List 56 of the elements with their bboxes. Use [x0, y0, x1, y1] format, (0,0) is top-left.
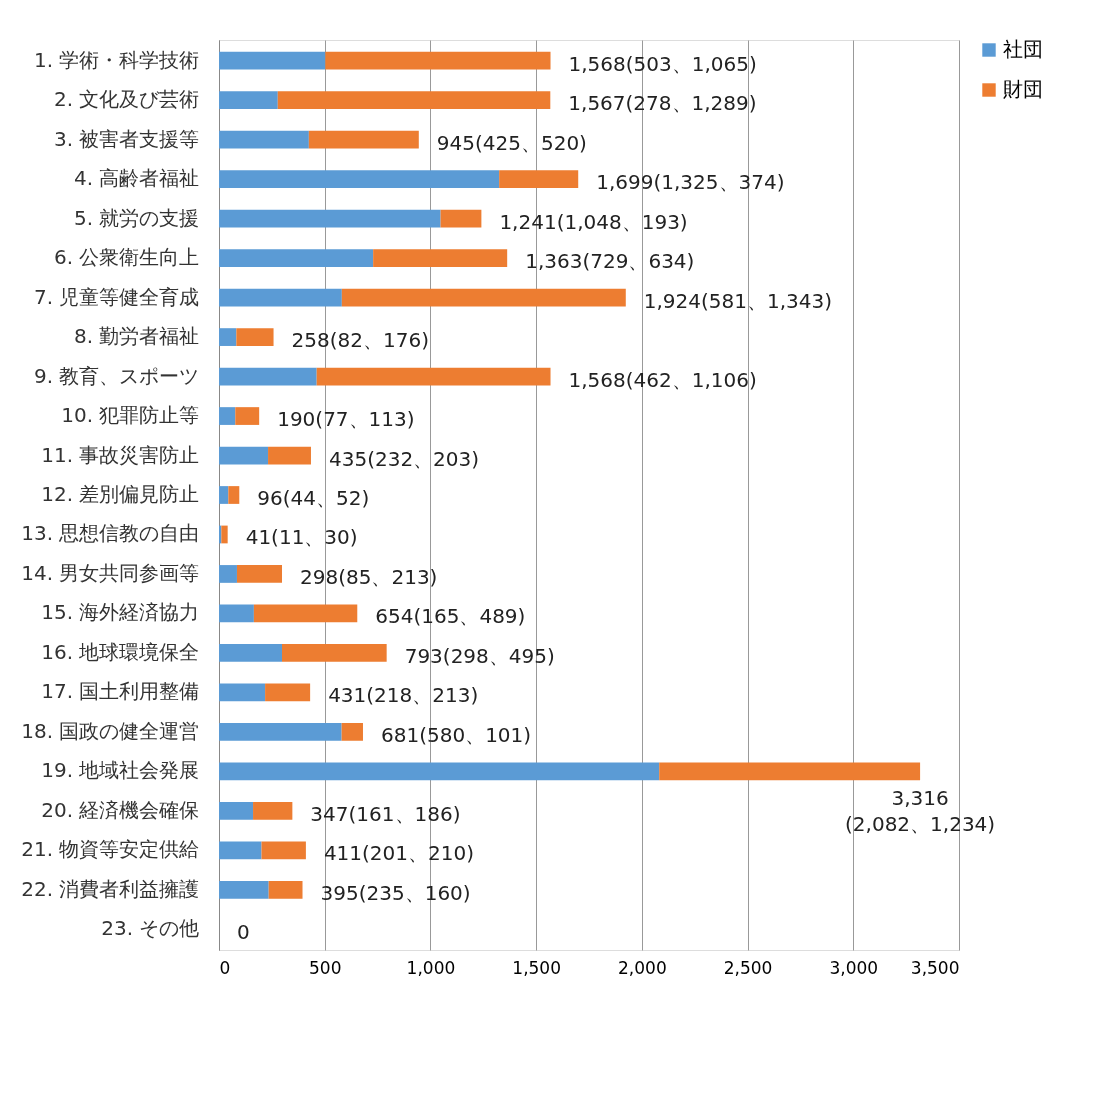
y-tick-label: 5. 就労の支援 [74, 205, 200, 230]
y-tick-label: 11. 事故災害防止 [41, 442, 200, 467]
total-label: 793(298、495) [404, 643, 555, 668]
total-label: 298(85、213) [300, 564, 438, 589]
total-label: 1,567(278、1,289) [568, 91, 757, 116]
total-label: 654(165、489) [375, 604, 526, 629]
x-tick-label: 1,500 [512, 957, 561, 978]
y-tick-label: 21. 物資等安定供給 [21, 837, 200, 862]
y-tick-label: 16. 地球環境保全 [41, 639, 200, 664]
y-tick-label: 17. 国土利用整備 [41, 679, 200, 704]
x-tick-label: 500 [308, 957, 342, 978]
y-tick-label: 15. 海外経済協力 [41, 600, 200, 625]
y-tick-label: 20. 経済機会確保 [41, 797, 200, 822]
x-tick-label: 2,000 [618, 957, 667, 978]
y-tick-label: 7. 児童等健全育成 [34, 284, 200, 309]
y-tick-label: 6. 公衆衛生向上 [54, 245, 200, 270]
total-label: 431(218、213) [328, 683, 479, 708]
total-label: 258(82、176) [291, 328, 429, 353]
y-tick-label: 1. 学術・科学技術 [34, 47, 200, 72]
y-tick-label: 8. 勤労者福祉 [74, 324, 200, 349]
y-tick-label: 12. 差別偏見防止 [41, 482, 200, 506]
total-label: 395(235、160) [320, 880, 471, 905]
total-label: 1,699(1,325、374) [596, 170, 785, 195]
x-tick-label: 3,000 [829, 957, 879, 978]
total-label: 945(425、520) [436, 130, 587, 155]
total-label: 0 [237, 920, 250, 945]
total-label: 1,568(503、1,065) [568, 51, 757, 76]
y-tick-label: 4. 高齢者福祉 [74, 166, 200, 191]
x-tick-label: 2,500 [723, 957, 773, 978]
y-tick-label: 23. その他 [101, 916, 200, 941]
y-tick-label: 3. 被害者支援等 [54, 126, 200, 151]
y-tick-label: 14. 男女共同参画等 [21, 560, 200, 585]
total-label: 1,241(1,048、193) [499, 209, 688, 234]
total-label: 1,568(462、1,106) [568, 367, 757, 392]
y-tick-label: 18. 国政の健全運営 [21, 718, 200, 743]
total-label: 347(161、186) [310, 801, 461, 826]
total-label: 190(77、113) [277, 407, 415, 432]
y-tick-label: 22. 消費者利益擁護 [21, 876, 200, 901]
x-tick-label: 0 [219, 957, 231, 978]
total-label: 96(44、52) [257, 486, 370, 510]
total-label: 435(232、203) [328, 446, 480, 471]
y-tick-label: 2. 文化及び芸術 [54, 87, 200, 112]
total-label: 1,363(729、634) [525, 249, 695, 274]
y-tick-label: 10. 犯罪防止等 [61, 403, 200, 428]
y-tick-label: 13. 思想信教の自由 [21, 521, 200, 546]
total-label: 41(11、30) [245, 525, 358, 550]
total-label: 681(580、101) [380, 722, 532, 747]
total-label: 1,924(581、1,343) [643, 288, 833, 313]
x-tick-label: 1,000 [406, 957, 456, 978]
y-tick-label: 9. 教育、スポーツ [34, 363, 200, 388]
y-tick-label: 19. 地域社会発展 [41, 758, 200, 783]
x-tick-label: 3,500 [910, 957, 960, 978]
total-label: 3,316 (2,082、1,234) [845, 786, 996, 837]
total-label: 411(201、210) [323, 841, 475, 866]
legend-label: 社団 [1003, 37, 1043, 61]
legend-label: 財団 [1003, 77, 1043, 101]
